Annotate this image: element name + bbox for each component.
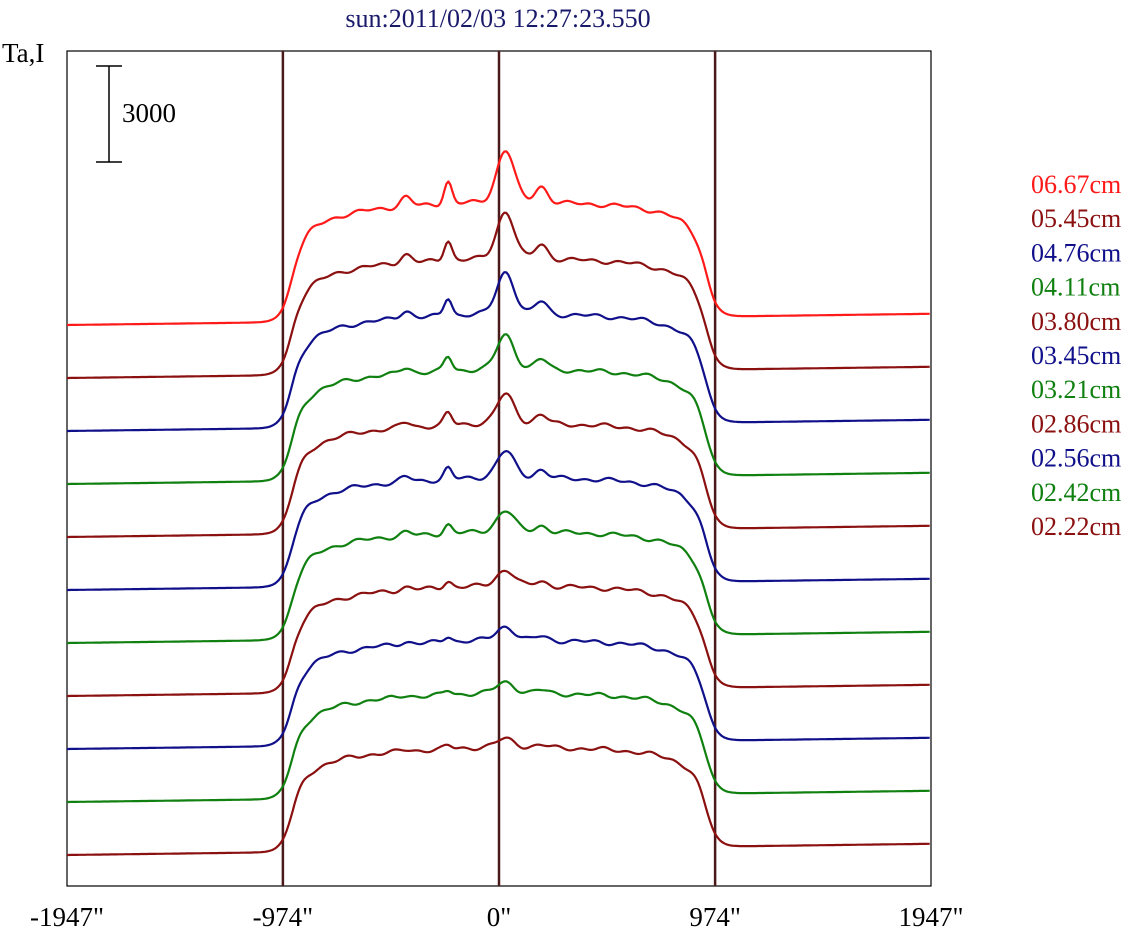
legend-entry-02.22cm: 02.22cm — [1031, 512, 1121, 541]
x-tick-label-1: -974" — [253, 902, 314, 932]
scale-bar-label: 3000 — [122, 98, 176, 128]
legend-entry-06.67cm: 06.67cm — [1031, 170, 1121, 199]
series-line-02.56cm — [67, 625, 930, 751]
series-line-02.42cm — [67, 680, 930, 804]
x-tick-label-2: 0" — [487, 902, 512, 932]
series-line-03.21cm — [67, 510, 930, 645]
series-line-04.11cm — [67, 333, 930, 486]
series-line-05.45cm — [67, 211, 930, 380]
series-line-06.67cm — [67, 150, 930, 327]
legend-entry-03.45cm: 03.45cm — [1031, 341, 1121, 370]
series-line-02.86cm — [67, 569, 930, 698]
x-tick-labels: -1947" -974" 0" 974" 1947" — [30, 902, 964, 932]
series-line-03.80cm — [67, 392, 930, 539]
legend-entry-02.56cm: 02.56cm — [1031, 444, 1121, 473]
series-line-02.22cm — [67, 736, 930, 857]
series-layer — [67, 150, 930, 857]
y-axis-label: Ta,I — [2, 38, 44, 68]
legend-entry-02.42cm: 02.42cm — [1031, 478, 1121, 507]
series-line-03.45cm — [67, 450, 930, 592]
legend: 06.67cm 05.45cm 04.76cm 04.11cm 03.80cm 03.45… — [1031, 170, 1121, 541]
legend-entry-03.21cm: 03.21cm — [1031, 375, 1121, 404]
chart-title: sun:2011/02/03 12:27:23.550 — [345, 4, 650, 33]
x-tick-label-0: -1947" — [30, 902, 104, 932]
x-tick-label-3: 974" — [689, 902, 741, 932]
legend-entry-05.45cm: 05.45cm — [1031, 204, 1121, 233]
legend-entry-04.11cm: 04.11cm — [1031, 273, 1120, 302]
legend-entry-03.80cm: 03.80cm — [1031, 307, 1121, 336]
legend-entry-02.86cm: 02.86cm — [1031, 409, 1121, 438]
series-line-04.76cm — [67, 271, 930, 433]
vertical-markers — [281, 51, 717, 886]
scale-bar: 3000 — [96, 65, 176, 163]
legend-entry-04.76cm: 04.76cm — [1031, 238, 1121, 267]
x-tick-label-4: 1947" — [898, 902, 963, 932]
